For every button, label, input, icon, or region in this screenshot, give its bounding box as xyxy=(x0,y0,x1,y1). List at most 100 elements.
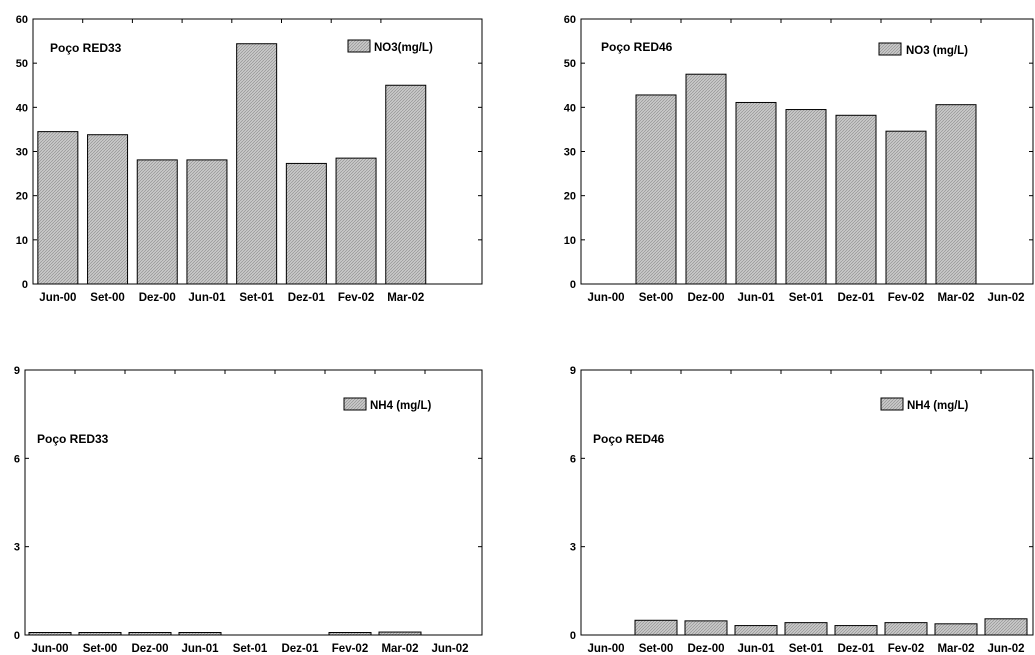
y-tick-label: 0 xyxy=(570,279,576,291)
x-tick-label: Mar-02 xyxy=(937,292,974,304)
bar-set-00 xyxy=(635,94,677,285)
y-tick-label: 10 xyxy=(16,235,28,247)
x-tick-label: Fev-02 xyxy=(332,643,368,655)
y-tick-label: 0 xyxy=(14,630,20,642)
y-tick-label: 0 xyxy=(570,630,576,642)
x-tick-label: Mar-02 xyxy=(937,643,974,655)
well-label: Poço RED46 xyxy=(593,432,665,446)
bar-set-00 xyxy=(78,632,122,636)
bar-dez-00 xyxy=(136,159,178,285)
bar-set-00 xyxy=(634,619,678,636)
bar-fev-02 xyxy=(884,622,928,636)
x-tick-label: Set-00 xyxy=(83,643,118,655)
x-tick-label: Fev-02 xyxy=(888,643,924,655)
x-tick-label: Dez-01 xyxy=(288,292,326,304)
x-tick-label: Jun-01 xyxy=(737,643,775,655)
well-label: Poço RED33 xyxy=(50,41,122,55)
x-tick-label: Dez-00 xyxy=(139,292,176,304)
bar-mar-02 xyxy=(378,631,422,636)
bar-mar-02 xyxy=(934,623,978,636)
bar-jun-00 xyxy=(28,632,72,636)
bar-fev-02 xyxy=(885,130,927,285)
x-tick-label: Jun-02 xyxy=(431,643,468,655)
y-tick-label: 3 xyxy=(14,542,20,554)
bar-mar-02 xyxy=(935,104,977,285)
x-tick-label: Fev-02 xyxy=(888,292,924,304)
bar-set-01 xyxy=(785,109,827,285)
bar-fev-02 xyxy=(335,157,377,285)
chart-no3-red33: 0 10 20 30 40 50 60 Jun-00 Set-00 Dez-00 Jun-01 Set… xyxy=(16,14,483,304)
x-tick-label: Dez-01 xyxy=(837,643,875,655)
legend-label: NH4 (mg/L) xyxy=(907,400,969,412)
y-tick-label: 40 xyxy=(564,102,576,114)
bar-dez-00 xyxy=(128,632,172,636)
well-label: Poço RED33 xyxy=(37,432,109,446)
well-label: Poço RED46 xyxy=(601,40,673,54)
y-tick-label: 9 xyxy=(570,365,576,377)
x-tick-label: Dez-01 xyxy=(281,643,319,655)
y-tick-label: 6 xyxy=(570,453,576,465)
bar-mar-02 xyxy=(385,84,427,285)
x-tick-label: Set-01 xyxy=(233,643,268,655)
bar-dez-00 xyxy=(684,620,728,636)
x-tick-label: Fev-02 xyxy=(338,292,374,304)
x-tick-label: Set-00 xyxy=(639,643,674,655)
x-tick-label: Jun-01 xyxy=(737,292,775,304)
y-tick-label: 6 xyxy=(14,453,20,465)
bar-set-00 xyxy=(87,134,129,285)
x-tick-label: Jun-01 xyxy=(181,643,219,655)
x-tick-label: Set-00 xyxy=(639,292,674,304)
y-tick-label: 60 xyxy=(564,14,576,26)
x-tick-label: Jun-00 xyxy=(587,292,624,304)
legend-label: NO3 (mg/L) xyxy=(906,45,968,57)
x-tick-label: Dez-00 xyxy=(131,643,168,655)
x-tick-label: Jun-00 xyxy=(39,292,76,304)
legend-swatch xyxy=(347,39,371,53)
legend-swatch xyxy=(878,42,902,56)
bar-set-01 xyxy=(784,622,828,636)
y-tick-label: 60 xyxy=(16,14,28,26)
plot-frame xyxy=(24,369,483,636)
y-tick-label: 3 xyxy=(570,542,576,554)
y-tick-label: 9 xyxy=(14,365,20,377)
y-tick-label: 50 xyxy=(564,58,576,70)
bar-jun-02 xyxy=(984,618,1028,636)
y-tick-label: 20 xyxy=(16,191,28,203)
x-tick-label: Dez-00 xyxy=(687,643,724,655)
legend-swatch xyxy=(343,397,367,411)
x-tick-label: Set-01 xyxy=(239,292,274,304)
x-tick-label: Jun-01 xyxy=(188,292,226,304)
x-tick-label: Set-01 xyxy=(789,292,824,304)
bar-jun-00 xyxy=(37,131,79,285)
x-tick-label: Set-00 xyxy=(90,292,125,304)
y-tick-label: 10 xyxy=(564,235,576,247)
y-tick-label: 40 xyxy=(16,102,28,114)
x-tick-label: Dez-01 xyxy=(837,292,875,304)
bar-jun-01 xyxy=(735,101,777,285)
x-tick-label: Mar-02 xyxy=(387,292,424,304)
x-tick-label: Jun-00 xyxy=(31,643,68,655)
x-tick-label: Jun-00 xyxy=(587,643,624,655)
bar-fev-02 xyxy=(328,632,372,636)
x-tick-label: Jun-02 xyxy=(987,292,1024,304)
x-tick-label: Set-01 xyxy=(789,643,824,655)
bar-dez-01 xyxy=(835,114,877,285)
legend-label: NO3(mg/L) xyxy=(374,42,433,54)
bar-dez-01 xyxy=(285,162,327,285)
y-tick-label: 30 xyxy=(16,147,28,159)
chart-nh4-red46: 0 3 6 9 Jun-00 Set-00 Dez-00 Jun-01 Set-01 Dez-01… xyxy=(570,365,1034,655)
y-tick-label: 30 xyxy=(564,147,576,159)
x-tick-label: Mar-02 xyxy=(381,643,418,655)
x-tick-label: Dez-00 xyxy=(687,292,724,304)
bar-dez-00 xyxy=(685,73,727,285)
chart-no3-red46: 0 10 20 30 40 50 60 Jun-00 Set-00 Dez-00 Jun-01 Set… xyxy=(564,14,1034,304)
bar-set-01 xyxy=(236,43,278,285)
legend-label: NH4 (mg/L) xyxy=(370,400,432,412)
y-tick-label: 20 xyxy=(564,191,576,203)
bar-jun-01 xyxy=(186,159,228,285)
bar-jun-01 xyxy=(734,625,778,636)
y-tick-label: 50 xyxy=(16,58,28,70)
x-tick-label: Jun-02 xyxy=(987,643,1024,655)
y-tick-label: 0 xyxy=(22,279,28,291)
